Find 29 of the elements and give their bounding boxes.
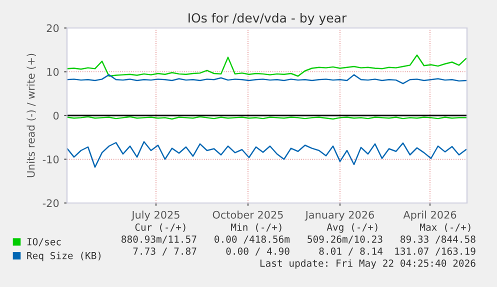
- legend-label: Req Size (KB): [27, 252, 101, 262]
- y-axis-title: Units read (-) / write (+): [26, 54, 36, 178]
- y-tick-label: -20: [42, 199, 59, 208]
- text: 131.07 /163.19: [395, 247, 476, 256]
- text: 509.26m/10.23: [308, 235, 382, 244]
- line-series: [67, 141, 467, 168]
- text: 7.73 / 7.87: [133, 247, 196, 256]
- legend-label: IO/sec: [27, 238, 61, 246]
- chart-title: IOs for /dev/vda - by year: [188, 12, 347, 26]
- y-tick-label: 0: [53, 112, 59, 120]
- x-tick-label: July 2025: [131, 210, 180, 221]
- text: 0.00 /418.56m: [214, 235, 290, 244]
- text: 89.33 /844.58: [400, 235, 476, 244]
- x-tick-label: April 2026: [403, 210, 456, 221]
- text: Last update: Fri May 22 04:25:40 2026: [260, 259, 476, 269]
- y-tick-label: 10: [47, 68, 59, 76]
- text: Min (-/+): [231, 223, 282, 232]
- text: Max (-/+): [420, 223, 470, 232]
- line-series: [67, 54, 467, 77]
- y-tick-label: -10: [42, 155, 59, 164]
- text: Avg (-/+): [326, 223, 378, 233]
- text: Cur (-/+): [135, 223, 186, 232]
- line-series: [67, 74, 467, 84]
- text: 8.01 / 8.14: [319, 247, 383, 256]
- text: 880.93m/11.57: [122, 235, 196, 244]
- x-tick-label: January 2026: [304, 210, 374, 221]
- x-tick-label: October 2025: [212, 210, 283, 219]
- y-tick-label: 20: [46, 24, 59, 32]
- text: 0.00 / 4.90: [226, 247, 290, 256]
